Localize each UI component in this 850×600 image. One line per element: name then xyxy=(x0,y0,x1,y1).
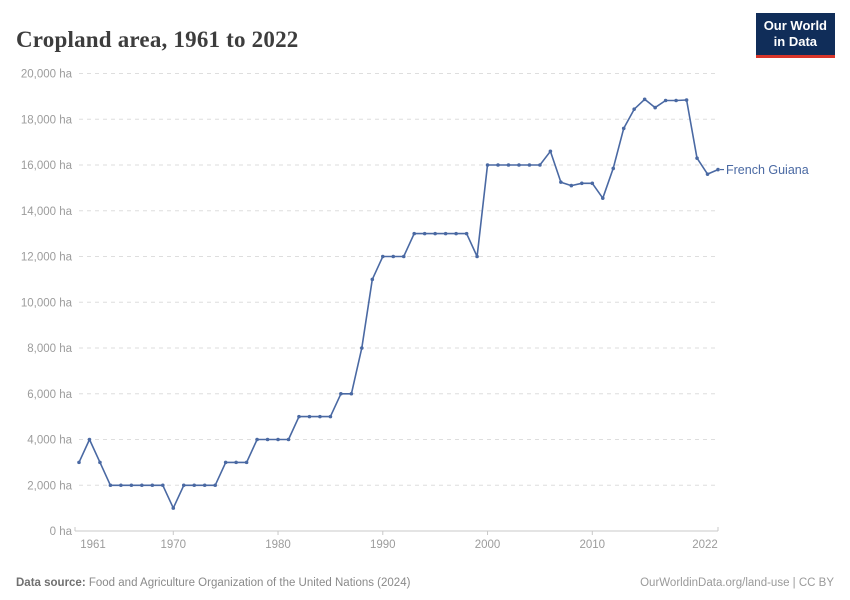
data-point xyxy=(422,231,427,236)
data-point xyxy=(663,98,668,103)
data-point xyxy=(590,181,595,186)
data-point xyxy=(674,98,678,103)
data-point xyxy=(140,483,144,488)
data-point xyxy=(716,167,720,172)
data-point xyxy=(600,196,605,200)
data-point xyxy=(161,483,165,488)
data-point xyxy=(213,483,217,488)
owid-logo-line2: in Data xyxy=(773,34,818,50)
data-point xyxy=(223,460,228,465)
data-point xyxy=(464,231,469,236)
y-tick-label: 10,000 ha xyxy=(21,297,73,309)
data-point xyxy=(527,163,532,167)
data-point xyxy=(559,180,563,184)
data-point xyxy=(506,163,511,167)
x-tick-label: 1970 xyxy=(160,539,186,551)
data-point xyxy=(265,437,270,442)
y-tick-label: 14,000 ha xyxy=(21,206,73,218)
page-title: Cropland area, 1961 to 2022 xyxy=(16,27,299,53)
data-point xyxy=(621,126,626,131)
data-point xyxy=(129,483,134,488)
data-point xyxy=(401,254,406,259)
data-source-text: Food and Agriculture Organization of the… xyxy=(85,577,411,589)
data-point xyxy=(181,483,186,488)
owid-logo-line1: Our World xyxy=(763,18,827,33)
data-point xyxy=(454,231,458,236)
y-tick-label: 4,000 ha xyxy=(27,435,72,447)
data-point xyxy=(475,254,479,259)
data-point xyxy=(548,149,553,154)
data-point xyxy=(349,391,354,396)
data-point xyxy=(642,97,647,102)
owid-credit-link[interactable]: OurWorldinData.org/land-use | CC BY xyxy=(640,577,834,589)
y-tick-label: 20,000 ha xyxy=(21,69,73,81)
data-point xyxy=(391,254,396,259)
data-point xyxy=(108,483,113,488)
data-point xyxy=(234,460,238,465)
y-tick-label: 6,000 ha xyxy=(27,389,72,401)
data-point xyxy=(255,437,259,442)
data-point xyxy=(443,231,448,236)
data-point xyxy=(150,483,155,488)
data-point xyxy=(580,181,584,186)
data-point xyxy=(339,391,343,396)
data-point xyxy=(318,414,322,419)
data-point xyxy=(276,437,280,442)
data-point xyxy=(192,483,197,488)
data-source-note: Data source: Food and Agriculture Organi… xyxy=(16,577,410,589)
data-point xyxy=(370,277,375,282)
y-tick-label: 0 ha xyxy=(50,526,73,538)
y-tick-label: 18,000 ha xyxy=(21,114,73,126)
data-point xyxy=(360,346,364,350)
data-point xyxy=(538,163,542,167)
data-point xyxy=(632,107,636,111)
data-point xyxy=(202,483,207,488)
data-point xyxy=(412,231,417,236)
x-tick-label: 2022 xyxy=(692,539,718,551)
x-tick-label: 1961 xyxy=(80,539,106,551)
data-point xyxy=(684,98,689,102)
data-line xyxy=(78,98,719,509)
data-point xyxy=(286,437,291,442)
series-label[interactable]: French Guiana xyxy=(726,163,809,177)
data-point xyxy=(695,156,699,160)
owid-logo[interactable]: Our World in Data xyxy=(755,13,835,58)
x-tick-label: 1980 xyxy=(265,539,291,551)
data-point xyxy=(485,163,490,167)
y-tick-label: 8,000 ha xyxy=(27,343,72,355)
data-point xyxy=(328,414,333,419)
data-point xyxy=(380,254,385,259)
data-point xyxy=(496,163,500,167)
x-tick-label: 1990 xyxy=(370,539,396,551)
footer: Data source: Food and Agriculture Organi… xyxy=(16,577,834,589)
data-point xyxy=(297,414,301,419)
y-tick-label: 12,000 ha xyxy=(21,252,73,264)
data-point xyxy=(705,172,710,176)
y-tick-label: 2,000 ha xyxy=(27,480,72,492)
data-point xyxy=(569,183,574,188)
data-point xyxy=(119,483,123,488)
data-point xyxy=(87,437,92,442)
data-point xyxy=(171,506,176,510)
data-point xyxy=(517,163,521,167)
x-tick-label: 2000 xyxy=(475,539,501,551)
data-point xyxy=(307,414,312,419)
data-point xyxy=(611,166,616,171)
data-point xyxy=(433,231,437,236)
data-point xyxy=(77,460,81,465)
x-tick-label: 2010 xyxy=(579,539,605,551)
y-tick-label: 16,000 ha xyxy=(21,160,73,172)
data-point xyxy=(244,460,249,465)
data-source-label: Data source: xyxy=(16,577,86,589)
data-point xyxy=(653,105,657,110)
data-point xyxy=(98,460,102,465)
